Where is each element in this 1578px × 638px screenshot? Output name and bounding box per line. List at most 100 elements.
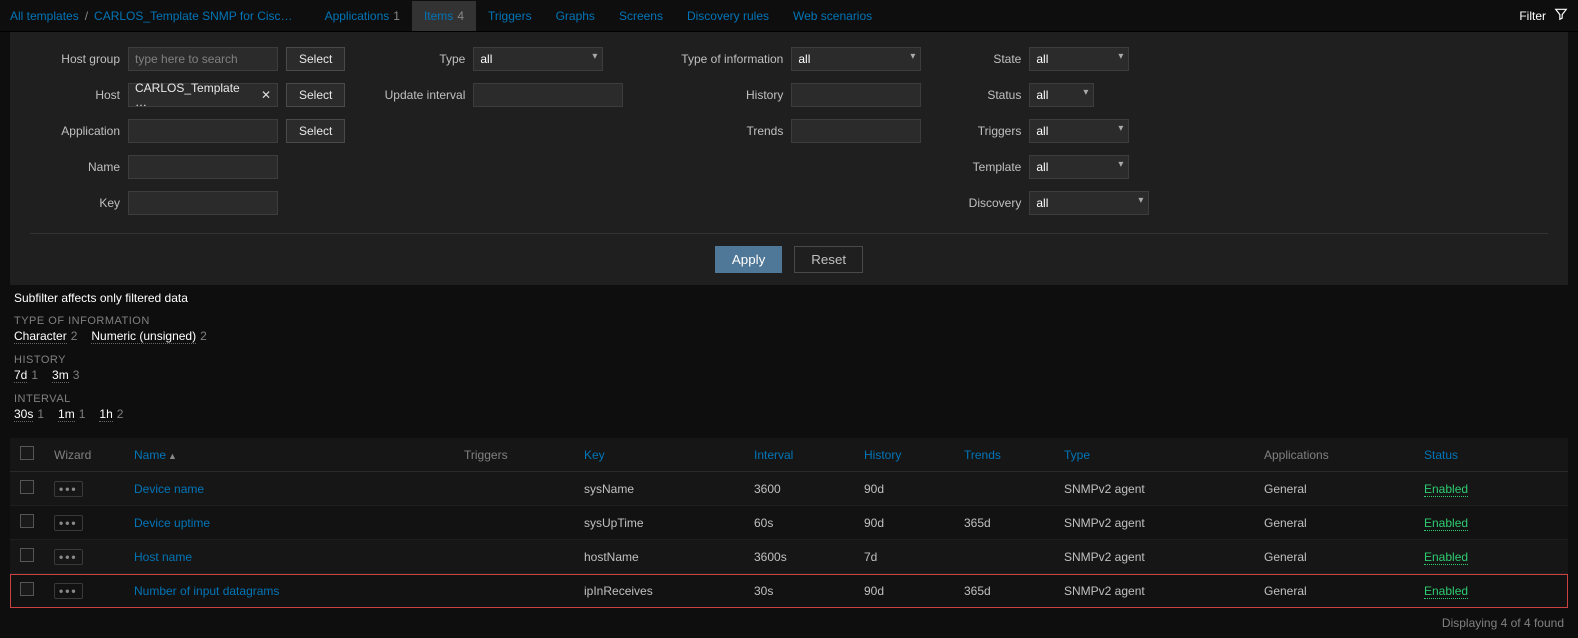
breadcrumb-all-templates[interactable]: All templates xyxy=(10,9,79,23)
item-name-link[interactable]: Device name xyxy=(134,482,204,496)
template-select[interactable]: all xyxy=(1029,155,1129,179)
wizard-menu-icon[interactable]: ••• xyxy=(54,549,83,565)
reset-button[interactable]: Reset xyxy=(794,246,863,273)
subfilter-heading: TYPE OF INFORMATION xyxy=(14,315,1564,327)
cell-trends: 365d xyxy=(954,506,1054,540)
discovery-select[interactable]: all xyxy=(1029,191,1149,215)
label-triggers: Triggers xyxy=(951,124,1021,138)
cell-trends: 365d xyxy=(954,574,1054,608)
subfilter-item: 30s1 xyxy=(14,407,44,422)
subfilter-item-label[interactable]: 1m xyxy=(58,407,75,422)
subfilter: Subfilter affects only filtered data TYP… xyxy=(0,285,1578,432)
subfilter-item-label[interactable]: 7d xyxy=(14,368,27,383)
tab-label: Web scenarios xyxy=(793,9,872,23)
update-interval-input[interactable] xyxy=(473,83,623,107)
status-toggle[interactable]: Enabled xyxy=(1424,516,1468,531)
subfilter-item: Numeric (unsigned) 2 xyxy=(91,329,206,344)
label-trends: Trends xyxy=(653,124,783,138)
status-toggle[interactable]: Enabled xyxy=(1424,482,1468,497)
row-checkbox[interactable] xyxy=(20,480,34,494)
label-discovery: Discovery xyxy=(951,196,1021,210)
subfilter-subtitle: affects only filtered data xyxy=(61,291,188,305)
cell-applications: General xyxy=(1254,506,1414,540)
table-row: •••Host namehostName3600s7dSNMPv2 agentG… xyxy=(10,540,1568,574)
sort-ascending-icon: ▲ xyxy=(168,451,177,461)
apply-button[interactable]: Apply xyxy=(715,246,782,273)
breadcrumb-template-name[interactable]: CARLOS_Template SNMP for Cisc… xyxy=(94,9,293,23)
host-select-button[interactable]: Select xyxy=(286,83,345,107)
label-name: Name xyxy=(30,160,120,174)
col-name[interactable]: Name xyxy=(134,448,166,462)
tab-graphs[interactable]: Graphs xyxy=(544,1,607,31)
wizard-menu-icon[interactable]: ••• xyxy=(54,515,83,531)
item-name-link[interactable]: Host name xyxy=(134,550,192,564)
table-row: •••Number of input datagramsipInReceives… xyxy=(10,574,1568,608)
subfilter-item-label[interactable]: Numeric (unsigned) xyxy=(91,329,196,344)
tab-triggers[interactable]: Triggers xyxy=(476,1,544,31)
row-checkbox[interactable] xyxy=(20,514,34,528)
subfilter-item-count: 2 xyxy=(200,329,207,343)
tab-label: Triggers xyxy=(488,9,532,23)
key-input[interactable] xyxy=(128,191,278,215)
cell-trends xyxy=(954,472,1054,506)
select-all-checkbox[interactable] xyxy=(20,446,34,460)
filter-buttons: Apply Reset xyxy=(30,233,1548,285)
tab-count: 4 xyxy=(457,9,464,23)
type-of-information-select[interactable]: all xyxy=(791,47,921,71)
subfilter-item-label[interactable]: 30s xyxy=(14,407,33,422)
host-pill-remove-icon[interactable]: ✕ xyxy=(261,88,271,102)
state-select[interactable]: all xyxy=(1029,47,1129,71)
col-history[interactable]: History xyxy=(854,438,954,472)
cell-interval: 60s xyxy=(744,506,854,540)
history-input[interactable] xyxy=(791,83,921,107)
status-toggle[interactable]: Enabled xyxy=(1424,584,1468,599)
tab-web-scenarios[interactable]: Web scenarios xyxy=(781,1,884,31)
breadcrumb: All templates / CARLOS_Template SNMP for… xyxy=(10,9,293,23)
subfilter-section: HISTORY7d13m3 xyxy=(14,354,1564,383)
col-type[interactable]: Type xyxy=(1054,438,1254,472)
tab-label: Graphs xyxy=(556,9,595,23)
cell-history: 90d xyxy=(854,472,954,506)
tab-items[interactable]: Items4 xyxy=(412,1,476,31)
cell-type: SNMPv2 agent xyxy=(1054,540,1254,574)
col-trends[interactable]: Trends xyxy=(954,438,1054,472)
table-row: •••Device uptimesysUpTime60s90d365dSNMPv… xyxy=(10,506,1568,540)
host-group-select-button[interactable]: Select xyxy=(286,47,345,71)
host-group-input[interactable] xyxy=(128,47,278,71)
trends-input[interactable] xyxy=(791,119,921,143)
label-state: State xyxy=(951,52,1021,66)
cell-triggers xyxy=(454,540,574,574)
subfilter-item-label[interactable]: 3m xyxy=(52,368,69,383)
application-select-button[interactable]: Select xyxy=(286,119,345,143)
wizard-menu-icon[interactable]: ••• xyxy=(54,481,83,497)
subfilter-item: Character2 xyxy=(14,329,77,344)
tab-applications[interactable]: Applications1 xyxy=(313,1,412,31)
row-checkbox[interactable] xyxy=(20,582,34,596)
col-key[interactable]: Key xyxy=(574,438,744,472)
triggers-select[interactable]: all xyxy=(1029,119,1129,143)
wizard-menu-icon[interactable]: ••• xyxy=(54,583,83,599)
host-pill[interactable]: CARLOS_Template … ✕ xyxy=(128,83,278,107)
status-toggle[interactable]: Enabled xyxy=(1424,550,1468,565)
label-template: Template xyxy=(951,160,1021,174)
name-input[interactable] xyxy=(128,155,278,179)
subfilter-item-label[interactable]: 1h xyxy=(99,407,112,422)
col-interval[interactable]: Interval xyxy=(744,438,854,472)
filter-toggle-label[interactable]: Filter xyxy=(1519,9,1546,23)
tab-label: Applications xyxy=(325,9,390,23)
item-name-link[interactable]: Number of input datagrams xyxy=(134,584,279,598)
tab-label: Screens xyxy=(619,9,663,23)
col-status[interactable]: Status xyxy=(1414,438,1568,472)
label-type-of-information: Type of information xyxy=(653,52,783,66)
status-select[interactable]: all xyxy=(1029,83,1094,107)
tab-screens[interactable]: Screens xyxy=(607,1,675,31)
tab-discovery-rules[interactable]: Discovery rules xyxy=(675,1,781,31)
item-name-link[interactable]: Device uptime xyxy=(134,516,210,530)
filter-icon[interactable] xyxy=(1554,7,1568,24)
cell-trends xyxy=(954,540,1054,574)
type-select[interactable]: all xyxy=(473,47,603,71)
row-checkbox[interactable] xyxy=(20,548,34,562)
subfilter-item-label[interactable]: Character xyxy=(14,329,67,344)
application-input[interactable] xyxy=(128,119,278,143)
subfilter-title: Subfilter xyxy=(14,291,58,305)
